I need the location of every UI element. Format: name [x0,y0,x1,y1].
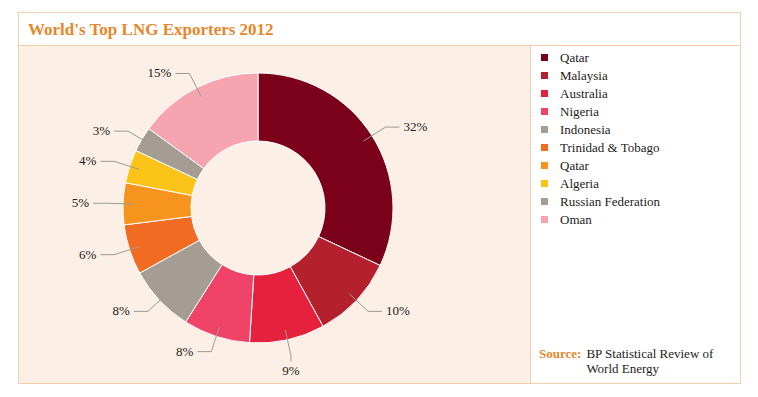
leader-line [285,330,291,361]
leader-line [349,294,382,312]
leader-line [364,127,400,141]
slice [124,216,199,273]
data-labels: 32% 10% 9% 8% 8% 6% 5% 4% 3% 15% [72,65,428,378]
title-divider [18,45,740,46]
legend-label: Qatar [560,158,590,173]
slice [149,73,258,169]
data-label: 6% [79,247,97,262]
leader-line [134,294,167,312]
leader-line [93,203,133,205]
chart: World's Top LNG Exporters 2012 32% 10% 9% 8%… [0,0,758,397]
source-text: BP Statistical Review ofWorld Energy [586,346,714,376]
legend-swatch [541,126,548,133]
data-label: 32% [403,119,427,134]
data-label: 5% [72,195,90,210]
leader-line [100,247,139,255]
leader-line [175,73,201,96]
source-label: Source: [539,346,581,361]
leader-line [100,161,139,169]
legend-label: Algeria [560,176,599,191]
data-label: 9% [282,363,300,378]
legend-swatch [541,108,548,115]
legend-swatch [541,72,548,79]
card-border [19,13,741,384]
legend: Qatar Malaysia Australia Nigeria Indonesia Tr… [541,50,661,227]
data-label: 4% [79,153,97,168]
leader-line [197,327,219,352]
legend-label: Russian Federation [560,194,661,209]
legend-swatch [541,216,548,223]
plot-background [18,45,530,383]
data-label: 3% [93,123,111,138]
legend-label: Qatar [560,50,590,65]
data-label: 15% [148,65,172,80]
legend-swatch [541,162,548,169]
leader-line [114,131,150,144]
legend-swatch [541,90,548,97]
slice [258,73,393,265]
legend-swatch [541,198,548,205]
legend-divider [530,45,531,383]
legend-swatch [541,144,548,151]
data-label: 8% [113,303,131,318]
legend-label: Malaysia [560,68,608,83]
legend-label: Australia [560,86,608,101]
data-label: 10% [386,303,410,318]
data-label: 8% [176,344,194,359]
legend-label: Indonesia [560,122,611,137]
donut [123,73,393,343]
legend-label: Oman [560,212,592,227]
slice [250,267,324,343]
legend-swatch [541,180,548,187]
title: World's Top LNG Exporters 2012 [28,20,274,39]
legend-label: Nigeria [560,104,599,119]
legend-label: Trinidad & Tobago [560,140,660,155]
legend-swatch [541,54,548,61]
